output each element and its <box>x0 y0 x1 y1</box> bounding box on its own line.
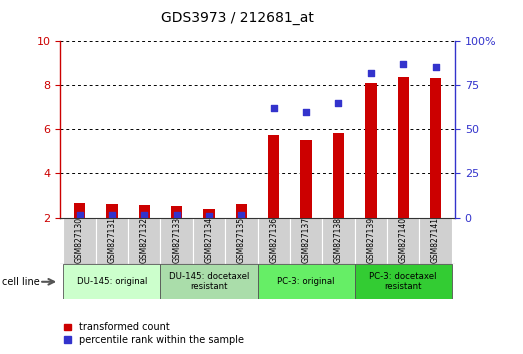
Bar <box>355 264 452 299</box>
Text: GSM827134: GSM827134 <box>204 217 213 263</box>
Text: GSM827138: GSM827138 <box>334 217 343 263</box>
Point <box>334 100 343 105</box>
Bar <box>139 205 150 218</box>
Text: GSM827130: GSM827130 <box>75 217 84 263</box>
Bar <box>128 218 161 264</box>
Bar <box>365 83 377 218</box>
Text: GSM827135: GSM827135 <box>237 217 246 263</box>
Text: GSM827139: GSM827139 <box>366 217 376 263</box>
Bar <box>236 204 247 218</box>
Bar <box>333 133 344 218</box>
Bar <box>419 218 452 264</box>
Bar <box>268 135 279 218</box>
Bar <box>74 203 85 218</box>
Point <box>399 61 407 67</box>
Text: GSM827133: GSM827133 <box>172 217 181 263</box>
Text: PC-3: original: PC-3: original <box>277 277 335 286</box>
Bar <box>203 209 215 218</box>
Text: GSM827132: GSM827132 <box>140 217 149 263</box>
Text: GSM827140: GSM827140 <box>399 217 408 263</box>
Point <box>237 212 246 217</box>
Bar <box>322 218 355 264</box>
Point <box>140 212 149 217</box>
Bar <box>397 76 409 218</box>
Bar <box>171 206 183 218</box>
Text: cell line: cell line <box>2 277 42 287</box>
Bar <box>387 218 419 264</box>
Bar <box>300 140 312 218</box>
Bar <box>106 204 118 218</box>
Bar <box>257 264 355 299</box>
Text: GSM827131: GSM827131 <box>107 217 117 263</box>
Point <box>431 64 440 70</box>
Bar <box>225 218 258 264</box>
Text: PC-3: docetaxel
resistant: PC-3: docetaxel resistant <box>369 272 437 291</box>
Text: DU-145: original: DU-145: original <box>77 277 147 286</box>
Text: GDS3973 / 212681_at: GDS3973 / 212681_at <box>162 11 314 25</box>
Point <box>173 212 181 218</box>
Bar <box>257 218 290 264</box>
Legend: transformed count, percentile rank within the sample: transformed count, percentile rank withi… <box>60 319 248 349</box>
Bar <box>63 264 161 299</box>
Point <box>367 70 375 75</box>
Bar <box>355 218 387 264</box>
Point <box>75 212 84 218</box>
Bar <box>290 218 322 264</box>
Text: GSM827136: GSM827136 <box>269 217 278 263</box>
Point <box>205 213 213 218</box>
Bar <box>193 218 225 264</box>
Bar <box>430 78 441 218</box>
Bar <box>161 218 193 264</box>
Bar <box>161 264 258 299</box>
Point <box>302 109 310 114</box>
Point <box>108 212 116 217</box>
Text: GSM827141: GSM827141 <box>431 217 440 263</box>
Point <box>269 105 278 111</box>
Text: DU-145: docetaxel
resistant: DU-145: docetaxel resistant <box>169 272 249 291</box>
Bar <box>96 218 128 264</box>
Text: GSM827137: GSM827137 <box>302 217 311 263</box>
Bar <box>63 218 96 264</box>
